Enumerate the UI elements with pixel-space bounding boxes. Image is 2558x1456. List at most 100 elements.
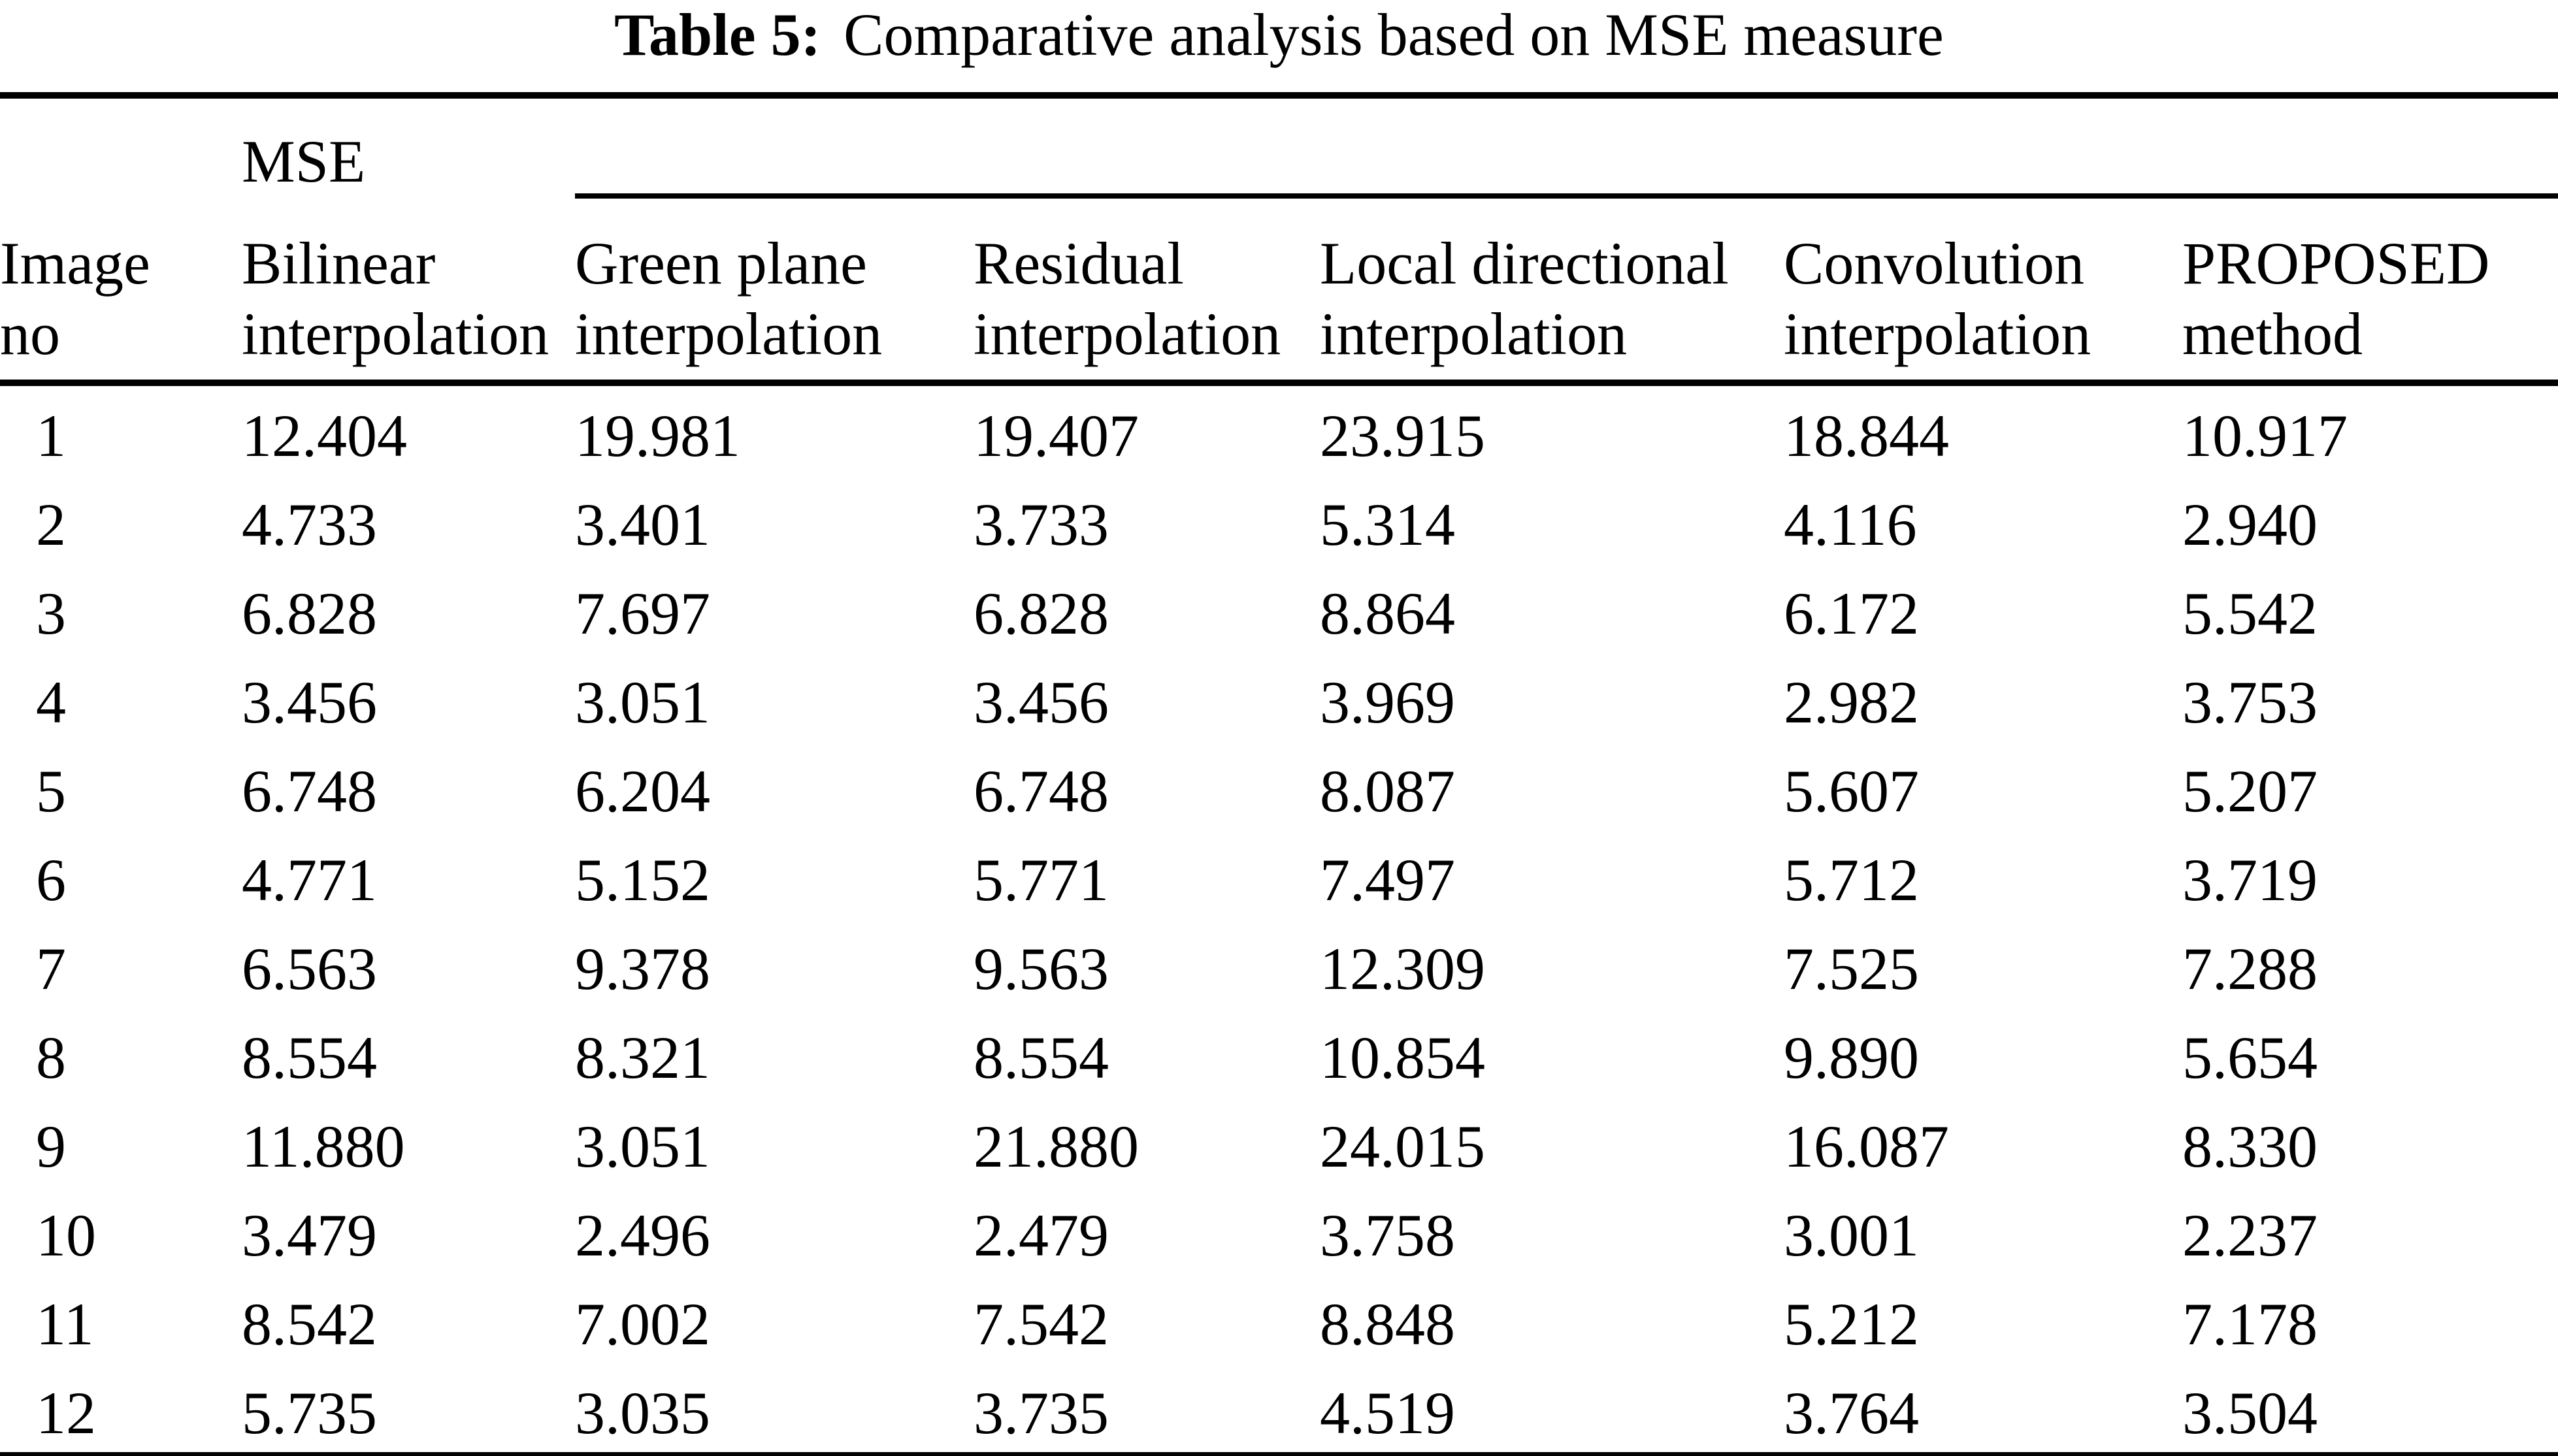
column-header-line: Image bbox=[0, 230, 150, 297]
cell-mse-value: 6.828 bbox=[974, 580, 1109, 647]
cell-mse-value: 8.554 bbox=[974, 1024, 1109, 1092]
cell-mse-value: 19.981 bbox=[575, 402, 740, 470]
cell-image-no: 7 bbox=[36, 935, 66, 1003]
cell-mse-value: 9.563 bbox=[974, 935, 1109, 1003]
cell-mse-value: 23.915 bbox=[1320, 402, 1485, 470]
cell-mse-value: 5.207 bbox=[2182, 758, 2318, 825]
cell-mse-value: 8.848 bbox=[1320, 1291, 1455, 1358]
cell-image-no: 2 bbox=[36, 491, 66, 558]
column-header-local-directional-interpolation: Local directional interpolation bbox=[1320, 196, 1784, 387]
cell-mse-value: 16.087 bbox=[1784, 1113, 1949, 1180]
cell-mse-value: 4.116 bbox=[1784, 491, 1917, 558]
cell-mse-value: 21.880 bbox=[974, 1113, 1139, 1180]
cell-mse-value: 3.719 bbox=[2182, 847, 2318, 914]
cell-mse-value: 8.321 bbox=[575, 1024, 710, 1092]
cell-mse-value: 7.525 bbox=[1784, 935, 1919, 1003]
table-row: 1 12.404 19.981 19.407 23.915 18.844 10.917 bbox=[0, 383, 2558, 475]
cell-mse-value: 9.890 bbox=[1784, 1024, 1919, 1092]
cell-mse-value: 24.015 bbox=[1320, 1113, 1485, 1180]
table-body: 1 12.404 19.981 19.407 23.915 18.844 10.917 2 4.… bbox=[0, 383, 2558, 1456]
cell-mse-value: 6.172 bbox=[1784, 580, 1919, 647]
cell-mse-value: 7.542 bbox=[974, 1291, 1109, 1358]
cell-image-no: 9 bbox=[36, 1113, 66, 1180]
cell-mse-value: 2.479 bbox=[974, 1202, 1109, 1269]
cell-mse-value: 10.917 bbox=[2182, 402, 2348, 470]
table-row: 5 6.748 6.204 6.748 8.087 5.607 5.207 bbox=[0, 741, 2558, 830]
table-row: 10 3.479 2.496 2.479 3.758 3.001 2.237 bbox=[0, 1186, 2558, 1274]
cell-mse-value: 7.178 bbox=[2182, 1291, 2318, 1358]
table-caption-text: Comparative analysis based on MSE measur… bbox=[844, 1, 1944, 68]
cell-mse-value: 3.733 bbox=[974, 491, 1109, 558]
cell-mse-value: 5.735 bbox=[242, 1380, 377, 1447]
cell-mse-value: 7.002 bbox=[575, 1291, 710, 1358]
cell-image-no: 3 bbox=[36, 580, 66, 647]
column-header-line: method bbox=[2182, 300, 2363, 367]
table-caption: Table 5: Comparative analysis based on MS… bbox=[0, 0, 2558, 69]
cell-mse-value: 6.204 bbox=[575, 758, 710, 825]
cell-mse-value: 8.554 bbox=[242, 1024, 377, 1092]
cell-mse-value: 2.237 bbox=[2182, 1202, 2318, 1269]
cell-image-no: 11 bbox=[36, 1291, 94, 1358]
cell-mse-value: 8.542 bbox=[242, 1291, 377, 1358]
group-header-row: MSE bbox=[0, 95, 2558, 199]
cell-mse-value: 5.607 bbox=[1784, 758, 1919, 825]
cell-mse-value: 12.404 bbox=[242, 402, 407, 470]
cell-mse-value: 3.504 bbox=[2182, 1380, 2318, 1447]
cell-mse-value: 4.519 bbox=[1320, 1380, 1455, 1447]
column-header-bilinear-interpolation: Bilinear interpolation bbox=[242, 196, 575, 387]
column-header-line: interpolation bbox=[974, 300, 1281, 367]
cell-image-no: 1 bbox=[36, 402, 66, 470]
cell-mse-value: 3.051 bbox=[575, 1113, 710, 1180]
column-header-line: Bilinear bbox=[242, 230, 436, 297]
table-row: 6 4.771 5.152 5.771 7.497 5.712 3.719 bbox=[0, 830, 2558, 919]
cell-mse-value: 18.844 bbox=[1784, 402, 1949, 470]
cell-image-no: 8 bbox=[36, 1024, 66, 1092]
column-header-image-no: Image no bbox=[0, 196, 242, 387]
column-header-residual-interpolation: Residual interpolation bbox=[974, 196, 1320, 387]
cell-image-no: 10 bbox=[36, 1202, 96, 1269]
cell-mse-value: 3.969 bbox=[1320, 669, 1455, 736]
group-header-rule bbox=[575, 95, 2558, 199]
table-row: 7 6.563 9.378 9.563 12.309 7.525 7.288 bbox=[0, 919, 2558, 1008]
column-header-line: interpolation bbox=[575, 300, 883, 367]
cell-mse-value: 6.748 bbox=[242, 758, 377, 825]
cell-mse-value: 12.309 bbox=[1320, 935, 1485, 1003]
group-header-spacer bbox=[0, 95, 242, 196]
cell-mse-value: 11.880 bbox=[242, 1113, 405, 1180]
cell-mse-value: 19.407 bbox=[974, 402, 1139, 470]
column-header-green-plane-interpolation: Green plane interpolation bbox=[575, 196, 974, 387]
table-caption-label: Table 5: bbox=[614, 1, 821, 68]
cell-mse-value: 3.753 bbox=[2182, 669, 2318, 736]
cell-mse-value: 3.456 bbox=[974, 669, 1109, 736]
comparative-mse-table: MSE Image no Bilinear interpolation Gree… bbox=[0, 92, 2558, 1456]
column-header-line: interpolation bbox=[242, 300, 549, 367]
cell-mse-value: 7.697 bbox=[575, 580, 710, 647]
cell-image-no: 4 bbox=[36, 669, 66, 736]
cell-mse-value: 10.854 bbox=[1320, 1024, 1485, 1092]
cell-image-no: 12 bbox=[36, 1380, 96, 1447]
column-header-convolution-interpolation: Convolution interpolation bbox=[1784, 196, 2182, 387]
cell-mse-value: 6.563 bbox=[242, 935, 377, 1003]
cell-mse-value: 8.864 bbox=[1320, 580, 1455, 647]
cell-mse-value: 8.087 bbox=[1320, 758, 1455, 825]
cell-mse-value: 3.758 bbox=[1320, 1202, 1455, 1269]
cell-mse-value: 9.378 bbox=[575, 935, 710, 1003]
cell-mse-value: 6.828 bbox=[242, 580, 377, 647]
column-header-line: Local directional bbox=[1320, 230, 1729, 297]
cell-mse-value: 5.314 bbox=[1320, 491, 1455, 558]
column-header-line: Residual bbox=[974, 230, 1184, 297]
group-header-mse: MSE bbox=[242, 128, 366, 195]
table-row: 9 11.880 3.051 21.880 24.015 16.087 8.330 bbox=[0, 1097, 2558, 1186]
cell-mse-value: 4.733 bbox=[242, 491, 377, 558]
cell-mse-value: 5.152 bbox=[575, 847, 710, 914]
column-header-row: Image no Bilinear interpolation Green pl… bbox=[0, 196, 2558, 387]
cell-mse-value: 7.288 bbox=[2182, 935, 2318, 1003]
cell-mse-value: 2.940 bbox=[2182, 491, 2318, 558]
cell-mse-value: 5.771 bbox=[974, 847, 1109, 914]
table-row: 8 8.554 8.321 8.554 10.854 9.890 5.654 bbox=[0, 1008, 2558, 1097]
cell-image-no: 5 bbox=[36, 758, 66, 825]
cell-mse-value: 5.654 bbox=[2182, 1024, 2318, 1092]
cell-image-no: 6 bbox=[36, 847, 66, 914]
cell-mse-value: 3.051 bbox=[575, 669, 710, 736]
